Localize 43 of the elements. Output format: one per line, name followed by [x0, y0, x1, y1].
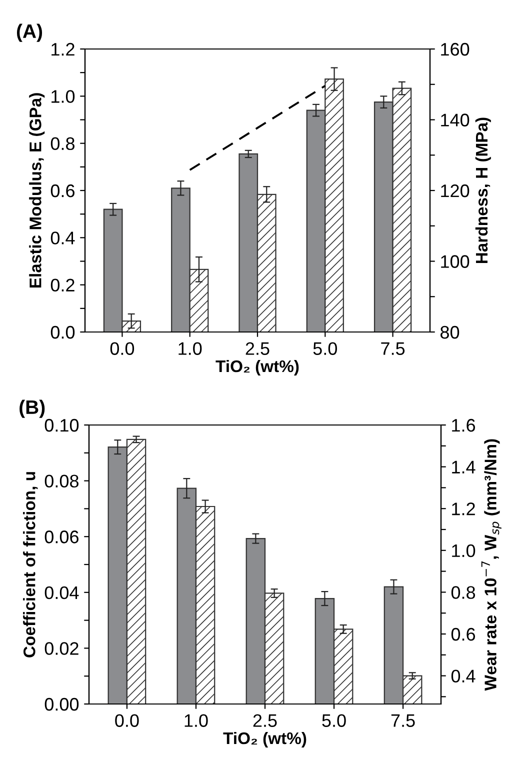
- y2-tick-label: 160: [441, 42, 470, 56]
- y2-tick-label: 120: [441, 184, 470, 198]
- y-tick-label: 0.4: [50, 232, 75, 244]
- x-tick-label: 7.5: [391, 714, 415, 727]
- chart-title: (A): [16, 24, 42, 42]
- y2-tick-label: 140: [441, 114, 470, 126]
- x-tick-label: 2.5: [246, 342, 270, 355]
- x-tick-label: 1.0: [184, 714, 208, 727]
- y2-tick-label: 0.4: [451, 670, 476, 683]
- y-tick-label: 0.10: [44, 418, 79, 432]
- chart-title: (B): [20, 400, 45, 418]
- x-axis-title: TiO₂ (wt%): [223, 732, 306, 748]
- y-tick-label: 1.0: [52, 90, 75, 103]
- y2-tick-label: 1.4: [452, 460, 476, 474]
- y2-axis-title: Wear rate x 10$^{−7}$, W$_{sp}$ (mm³/Nm): [481, 439, 502, 691]
- y-tick-label: 0.08: [44, 474, 78, 488]
- x-tick-label: 0.0: [115, 714, 139, 727]
- y-tick-label: 0.02: [44, 642, 78, 655]
- y2-tick-label: 1.6: [452, 418, 476, 432]
- y-tick-label: 0.04: [44, 586, 79, 600]
- x-tick-label: 7.5: [381, 342, 405, 355]
- y-tick-label: 0.0: [50, 326, 75, 339]
- y2-tick-label: 1.2: [452, 502, 475, 516]
- x-tick-label: 1.0: [178, 342, 202, 355]
- y-tick-label: 0.8: [50, 137, 74, 150]
- x-tick-label: 0.0: [110, 342, 134, 355]
- y-tick-label: 0.00: [44, 698, 79, 711]
- y2-tick-label: 80: [440, 326, 460, 339]
- y-tick-label: 0.06: [44, 530, 78, 544]
- y2-tick-label: 100: [441, 255, 470, 268]
- y-tick-label: 0.6: [50, 184, 74, 198]
- x-axis-title: TiO₂ (wt%): [216, 360, 299, 376]
- y-tick-label: 0.2: [50, 278, 74, 292]
- x-tick-label: 5.0: [322, 714, 346, 727]
- x-tick-label: 2.5: [253, 714, 277, 727]
- y2-axis-title: Hardness, H (MPa): [475, 118, 491, 264]
- y2-tick-label: 0.6: [451, 628, 476, 641]
- y-axis-title: Elastic Modulus, E (GPa): [29, 93, 45, 288]
- x-tick-label: 5.0: [313, 342, 337, 355]
- y2-tick-label: 1.0: [452, 544, 476, 558]
- y-axis-title: Coefficient of friction, u: [23, 472, 38, 658]
- y-tick-label: 1.2: [52, 42, 74, 56]
- y2-tick-label: 0.8: [451, 586, 476, 599]
